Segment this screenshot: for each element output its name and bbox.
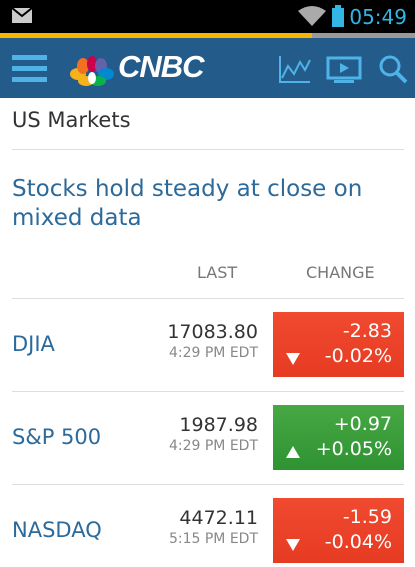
change-box[interactable]: -2.83 -0.02% xyxy=(273,312,404,377)
mail-icon xyxy=(12,8,32,23)
last-price: 1987.98 xyxy=(179,414,258,436)
change-percent: +0.05% xyxy=(315,438,392,460)
last-price: 17083.80 xyxy=(167,321,258,343)
wifi-icon xyxy=(298,6,326,26)
change: +0.97 xyxy=(333,413,392,435)
divider xyxy=(12,391,404,392)
headline[interactable]: Stocks hold steady at close on mixed dat… xyxy=(12,176,363,231)
down-arrow xyxy=(286,539,300,551)
change-percent: -0.02% xyxy=(324,345,392,367)
quote-time: 4:29 PM EDT xyxy=(168,438,258,454)
down-arrow xyxy=(286,353,300,365)
last-price: 4472.11 xyxy=(179,507,258,529)
quote-time: 5:15 PM EDT xyxy=(168,531,258,547)
change: -1.59 xyxy=(342,506,392,528)
change-percent: -0.04% xyxy=(324,531,392,553)
clock: 05:49 xyxy=(349,5,407,29)
section-title: US Markets xyxy=(12,108,131,132)
index-name[interactable]: NASDAQ xyxy=(12,518,102,542)
status-bar: 05:49 xyxy=(0,0,415,33)
divider xyxy=(12,149,404,150)
index-name[interactable]: S&P 500 xyxy=(12,425,102,449)
change-box[interactable]: +0.97 +0.05% xyxy=(273,405,404,470)
markets-button[interactable] xyxy=(278,54,312,84)
progress-bar xyxy=(0,33,415,38)
index-name[interactable]: DJIA xyxy=(12,332,55,356)
search-button[interactable] xyxy=(378,54,408,84)
peacock-logo xyxy=(70,56,114,86)
column-header: CHANGE xyxy=(306,263,375,282)
quote-time: 4:29 PM EDT xyxy=(168,345,258,361)
battery-icon xyxy=(332,5,344,27)
app-header: CNBC xyxy=(0,38,415,98)
divider xyxy=(12,298,404,299)
change: -2.83 xyxy=(342,320,392,342)
menu-button[interactable] xyxy=(12,55,47,83)
change-box[interactable]: -1.59 -0.04% xyxy=(273,498,404,563)
video-button[interactable] xyxy=(326,56,362,84)
divider xyxy=(12,484,404,485)
column-header: LAST xyxy=(197,263,238,282)
logo: CNBC xyxy=(118,49,205,84)
up-arrow xyxy=(286,446,300,458)
